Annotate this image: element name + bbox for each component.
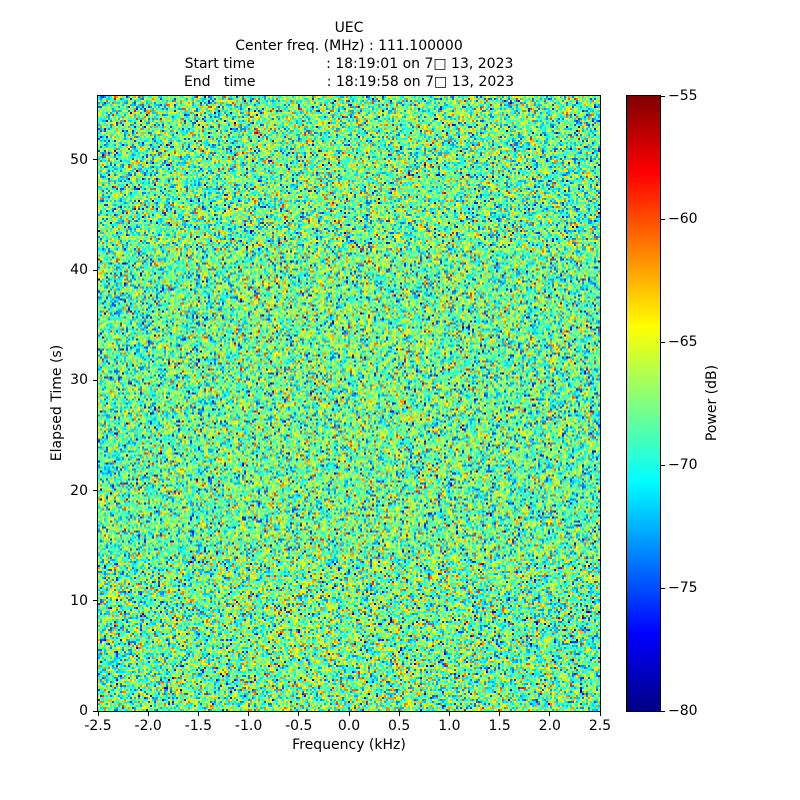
x-tick-label: -1.0 xyxy=(234,718,263,734)
colorbar-tick-label: −80 xyxy=(668,703,698,719)
x-tick-label: -0.5 xyxy=(285,718,313,734)
colorbar-tick-label: −75 xyxy=(668,580,698,596)
y-tick-label: 40 xyxy=(70,262,88,279)
y-tick-label: 20 xyxy=(70,482,88,499)
x-tick-mark xyxy=(298,712,300,716)
x-tick-label: -1.5 xyxy=(184,718,213,734)
colorbar-tick-label: −55 xyxy=(668,88,698,104)
y-tick-mark xyxy=(93,269,97,271)
x-tick-mark xyxy=(448,712,450,716)
y-tick-label: 50 xyxy=(70,151,88,168)
chart-title: UEC xyxy=(334,20,364,36)
colorbar-tick-mark xyxy=(661,710,665,712)
colorbar-tick-mark xyxy=(661,95,665,97)
y-tick-label: 30 xyxy=(70,372,88,389)
x-tick-mark xyxy=(97,712,99,716)
colorbar-tick-mark xyxy=(661,587,665,589)
y-tick-mark xyxy=(93,379,97,381)
x-tick-label: -2.5 xyxy=(84,718,112,734)
colorbar-tick-mark xyxy=(661,464,665,466)
colorbar-label: Power (dB) xyxy=(704,364,720,442)
x-tick-mark xyxy=(549,712,551,716)
x-tick-label: 1.0 xyxy=(438,718,461,734)
y-tick-mark xyxy=(93,490,97,492)
subtitle-end-time: End time : 18:19:58 on 7□ 13, 2023 xyxy=(183,74,515,90)
x-tick-label: 1.5 xyxy=(488,718,511,734)
colorbar-tick-label: −70 xyxy=(668,457,698,473)
x-axis-label: Frequency (kHz) xyxy=(292,737,406,753)
y-tick-label: 0 xyxy=(79,703,88,719)
y-tick-mark xyxy=(93,159,97,161)
x-tick-mark xyxy=(197,712,199,716)
colorbar-gradient xyxy=(627,96,660,711)
x-tick-mark xyxy=(248,712,250,716)
y-tick-mark xyxy=(93,600,97,602)
x-tick-mark xyxy=(348,712,350,716)
x-tick-mark xyxy=(599,712,601,716)
x-tick-label: -2.0 xyxy=(134,718,162,734)
x-tick-mark xyxy=(499,712,501,716)
subtitle-start-time: Start time : 18:19:01 on 7□ 13, 2023 xyxy=(184,56,514,72)
y-tick-mark xyxy=(93,710,97,712)
colorbar-tick-mark xyxy=(661,218,665,220)
y-axis-label: Elapsed Time (s) xyxy=(49,344,65,462)
spectrogram-canvas xyxy=(98,96,600,711)
colorbar-tick-label: −65 xyxy=(668,334,698,350)
x-tick-mark xyxy=(147,712,149,716)
x-tick-label: 0.5 xyxy=(388,718,411,734)
plot-frame xyxy=(97,95,601,712)
subtitle-center-freq: Center freq. (MHz) : 111.100000 xyxy=(235,38,463,54)
x-tick-label: 2.5 xyxy=(588,718,612,734)
x-tick-label: 2.0 xyxy=(538,718,561,734)
colorbar-tick-mark xyxy=(661,341,665,343)
y-tick-label: 10 xyxy=(70,592,88,609)
colorbar-tick-label: −60 xyxy=(668,211,698,227)
colorbar xyxy=(626,95,661,712)
x-tick-label: 0.0 xyxy=(337,718,361,734)
x-tick-mark xyxy=(398,712,400,716)
